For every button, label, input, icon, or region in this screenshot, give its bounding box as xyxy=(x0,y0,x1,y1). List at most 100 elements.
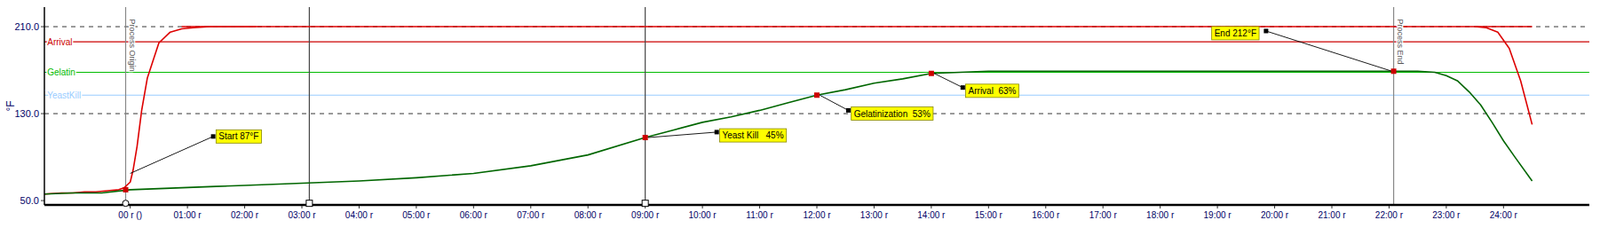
x-tick xyxy=(1274,205,1276,209)
x-tick-label: 12:00 r xyxy=(802,210,832,221)
x-tick xyxy=(187,205,189,209)
annotation: Gelatinization 53% xyxy=(851,107,934,121)
annotation: Arrival 63% xyxy=(966,84,1020,98)
x-tick xyxy=(816,205,818,209)
annotation-pointer xyxy=(1266,31,1393,72)
y-tick-label: 130.0 xyxy=(14,108,40,119)
square-marker xyxy=(641,200,649,207)
reference-hline xyxy=(44,26,1590,28)
annotation-text: Start 87°F xyxy=(218,131,259,142)
line-series xyxy=(44,71,1533,194)
x-tick xyxy=(129,205,131,209)
annotation-pointer xyxy=(934,73,963,88)
annotation: Yeast Kill 45% xyxy=(719,128,786,143)
annotation-pointer xyxy=(130,136,214,175)
annotation-box xyxy=(215,129,262,143)
x-tick-label: 14:00 r xyxy=(917,210,946,221)
annotations: Start 87°F Yeast Kill 45% Gelatinization 5… xyxy=(215,26,1260,143)
x-tick xyxy=(358,205,360,209)
x-tick-label: 04:00 r xyxy=(345,210,374,221)
annotation-end-marker xyxy=(960,85,966,90)
side-label: YeastKill xyxy=(47,90,81,101)
x-tick xyxy=(1503,205,1505,209)
x-tick xyxy=(1331,205,1333,209)
annotation-pointer xyxy=(819,95,848,111)
x-tick-label: 13:00 r xyxy=(860,210,889,221)
x-tick-label: 09:00 r xyxy=(631,210,660,221)
annotation-end-marker xyxy=(846,108,851,113)
x-tick-label: 07:00 r xyxy=(516,210,546,221)
y-tick-label: 50.0 xyxy=(20,195,40,206)
reference-vline xyxy=(1393,7,1395,206)
annotation: Start 87°F xyxy=(215,129,262,143)
y-tick-label: 210.0 xyxy=(14,21,40,32)
x-tick-label: 20:00 r xyxy=(1260,210,1290,221)
labels: ArrivalGelatinYeastKillProcess OriginPro… xyxy=(47,18,1404,100)
x-tick xyxy=(1217,205,1219,209)
annotation-text: Arrival 63% xyxy=(968,86,1017,96)
line-series xyxy=(182,25,1533,28)
x-tick-label: 21:00 r xyxy=(1317,210,1347,221)
reference-hline xyxy=(44,113,1590,115)
circle-marker xyxy=(122,200,129,207)
reference-hline xyxy=(44,41,1590,43)
annotation-box xyxy=(851,107,934,121)
x-tick xyxy=(530,205,531,209)
process-label: Process End xyxy=(1395,18,1405,64)
y-tick xyxy=(40,200,45,202)
y-axis-label: °F xyxy=(4,100,17,111)
x-tick xyxy=(587,205,589,209)
annotation-box xyxy=(966,84,1020,98)
x-tick-label: 22:00 r xyxy=(1375,210,1404,221)
annotation-box xyxy=(719,128,786,143)
x-tick-label: 16:00 r xyxy=(1031,210,1061,221)
annotation-text: Gelatinization 53% xyxy=(854,109,931,119)
annotation: End 212°F xyxy=(1211,26,1260,40)
annotation-end-marker xyxy=(211,134,216,139)
line-series xyxy=(44,26,256,195)
plot-area xyxy=(44,7,1590,206)
y-tick xyxy=(40,26,45,28)
reference-vline xyxy=(308,7,310,206)
x-tick-label: 15:00 r xyxy=(974,210,1004,221)
annotation-end-marker xyxy=(714,129,720,135)
x-tick xyxy=(702,205,704,209)
reference-vline xyxy=(644,7,646,206)
x-tick xyxy=(1045,205,1046,209)
x-tick xyxy=(930,205,932,209)
x-tick xyxy=(1445,205,1447,209)
x-tick xyxy=(244,205,246,209)
annotation-end-marker xyxy=(1263,28,1268,33)
markers xyxy=(122,28,1397,206)
x-tick xyxy=(873,205,875,209)
x-tick xyxy=(1102,205,1104,209)
square-marker xyxy=(306,200,313,207)
x-tick xyxy=(759,205,761,209)
x-tick xyxy=(1159,205,1161,209)
x-tick-label: 03:00 r xyxy=(287,210,317,221)
x-tick xyxy=(1388,205,1390,209)
annotation-box xyxy=(1211,26,1260,40)
x-tick xyxy=(415,205,417,209)
chart: 50.0130.0210.000 r ()01:00 r02:00 r03:00… xyxy=(0,0,1600,228)
x-tick-label: 10:00 r xyxy=(689,210,718,221)
x-tick xyxy=(473,205,475,209)
square-marker xyxy=(123,187,129,193)
x-tick-label: 23:00 r xyxy=(1432,210,1461,221)
side-label: Arrival xyxy=(47,37,72,48)
annotation-text: Yeast Kill 45% xyxy=(721,130,784,141)
square-marker xyxy=(642,134,649,141)
axes: 50.0130.0210.000 r ()01:00 r02:00 r03:00… xyxy=(14,7,1590,221)
x-tick-label: 11:00 r xyxy=(745,210,774,221)
x-tick xyxy=(301,205,303,209)
annotation-pointer xyxy=(648,132,717,138)
x-tick-label: 02:00 r xyxy=(230,210,260,221)
process-label: Process Origin xyxy=(127,18,137,72)
reference-vline xyxy=(125,7,127,206)
square-marker xyxy=(814,92,820,98)
x-tick-label: 06:00 r xyxy=(459,210,489,221)
square-marker xyxy=(1391,68,1397,74)
x-tick-label: 24:00 r xyxy=(1489,210,1519,221)
reference-hline xyxy=(44,71,1590,73)
x-tick-label: 08:00 r xyxy=(574,210,603,221)
